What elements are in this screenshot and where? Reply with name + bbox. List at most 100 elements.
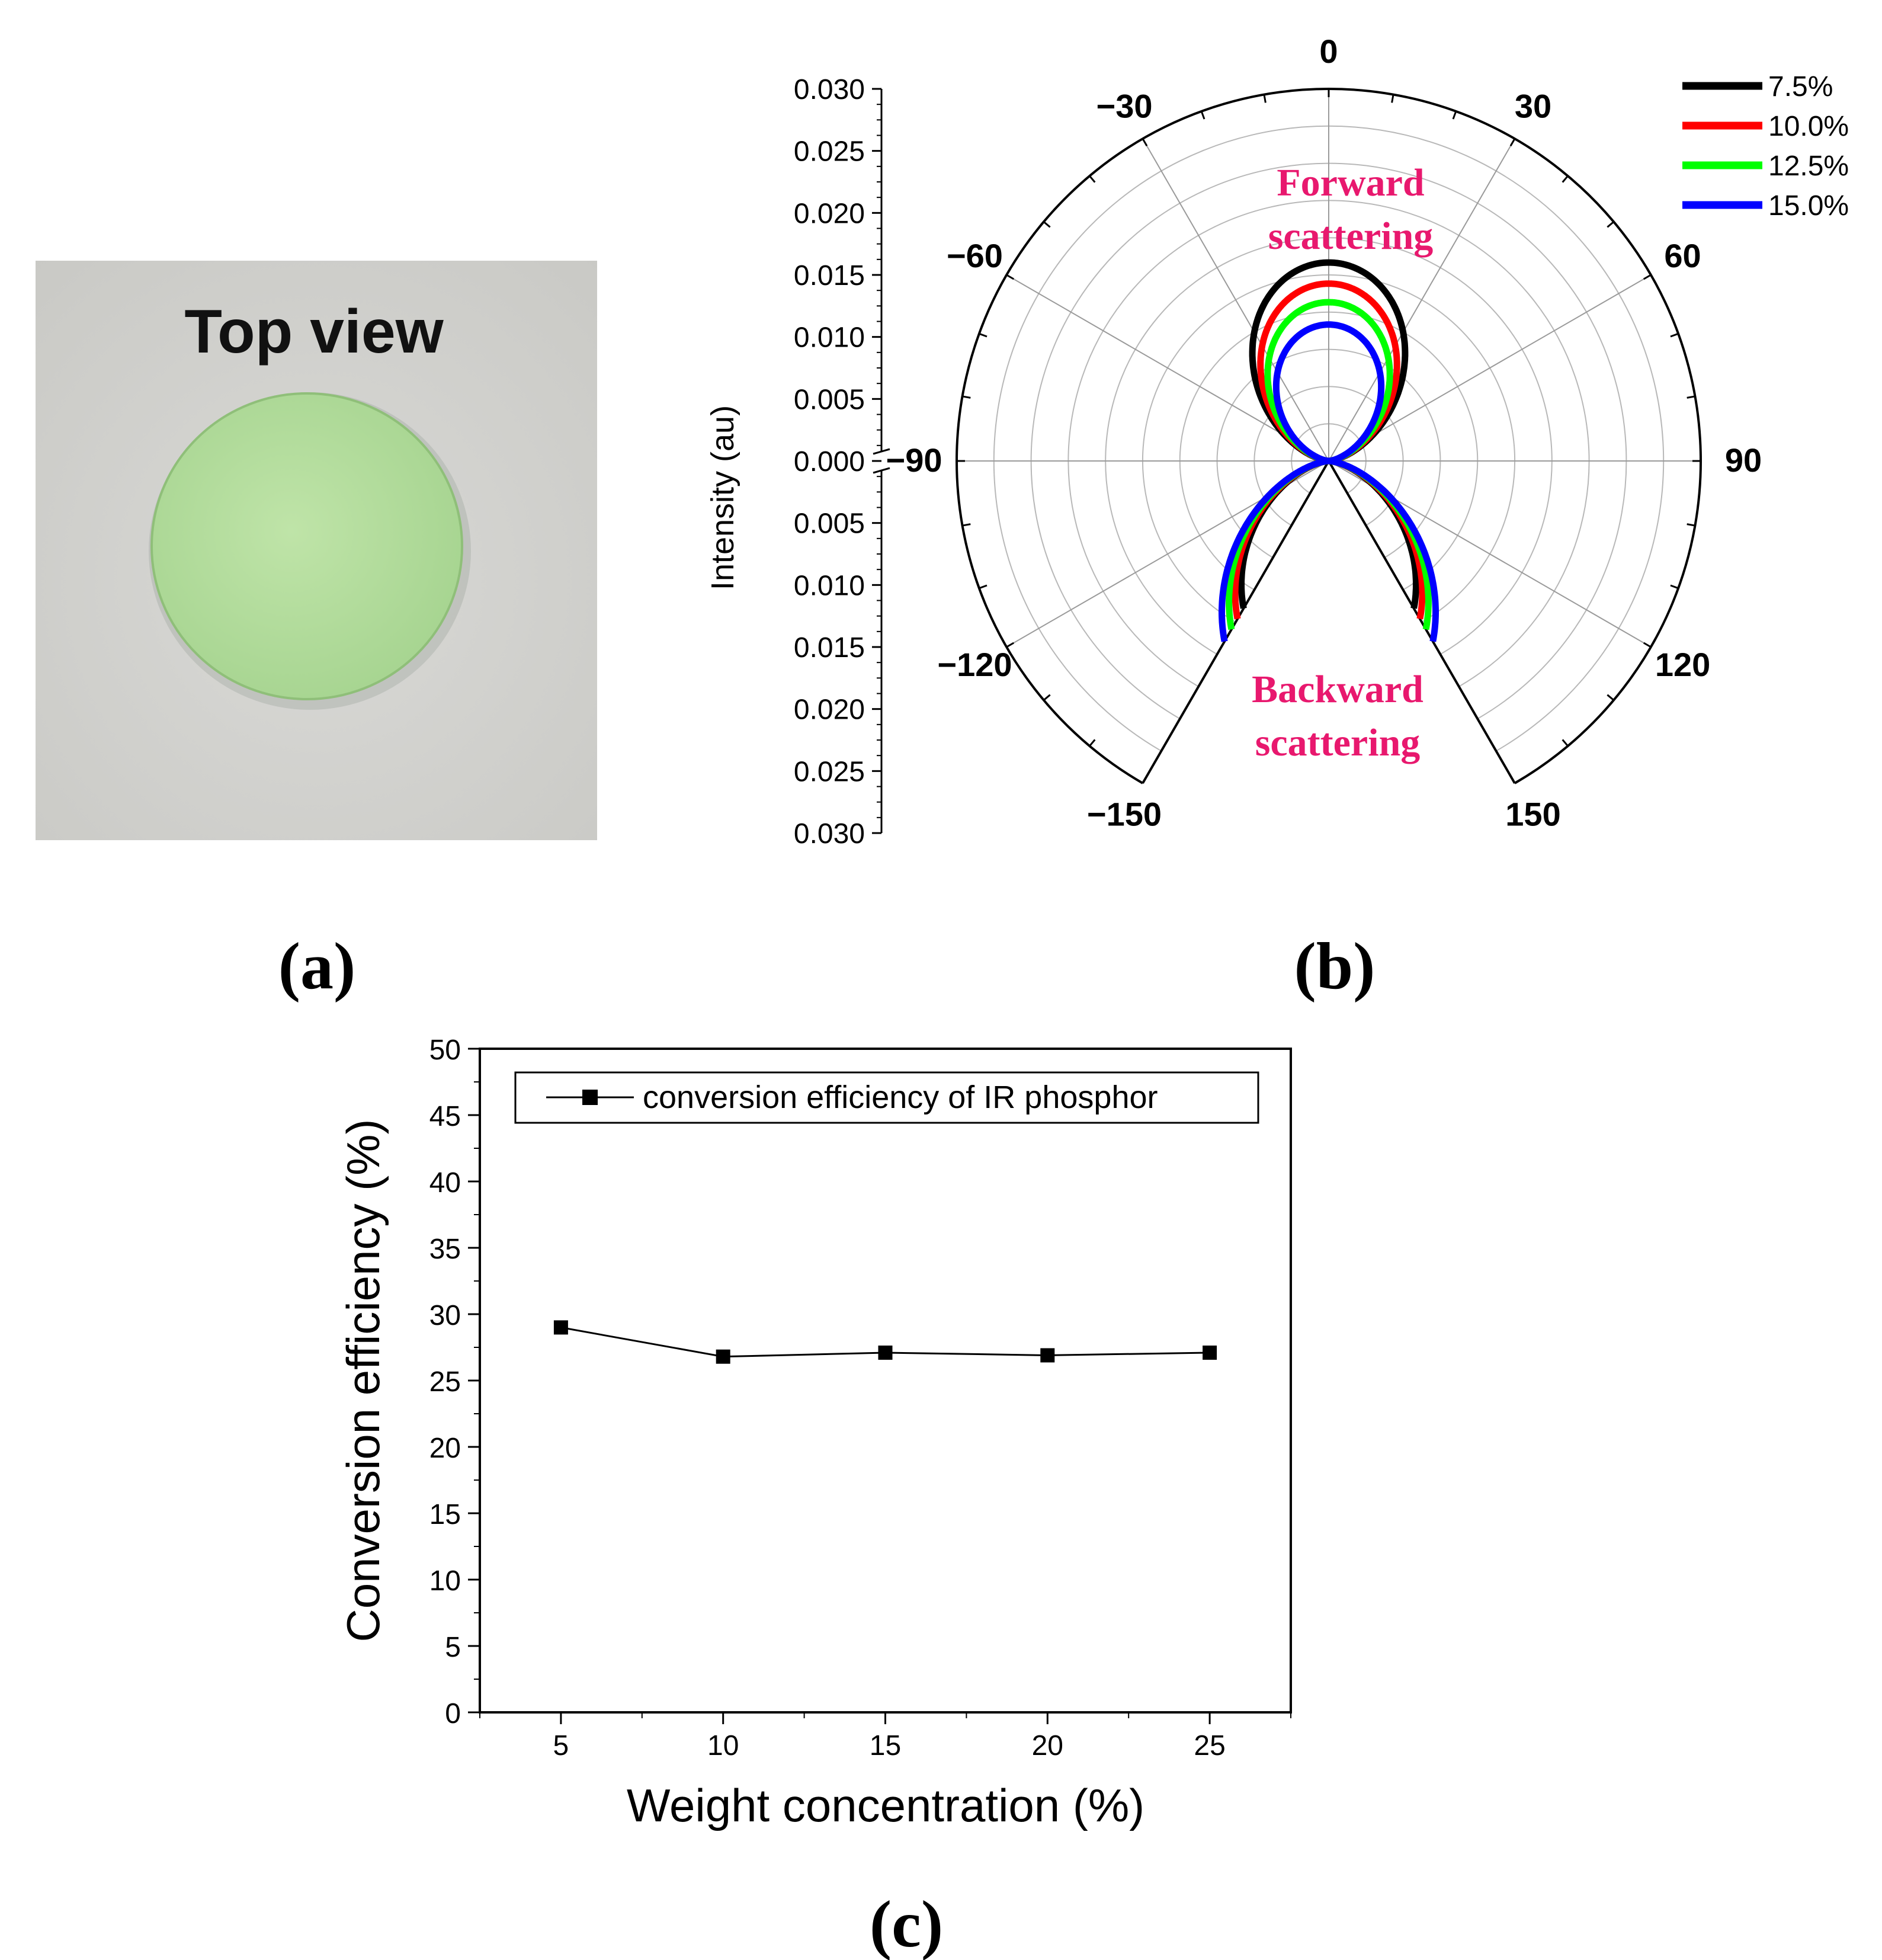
polar-spoke bbox=[1328, 274, 1652, 462]
radial-tick-label: 0.025 bbox=[794, 756, 865, 787]
forward-scattering-label-line1: Forward bbox=[1277, 161, 1424, 204]
polar-angle-tick bbox=[1006, 642, 1015, 648]
polar-angle-tick bbox=[1142, 138, 1148, 147]
y-tick-label: 30 bbox=[429, 1300, 461, 1331]
polar-legend: 7.5% 10.0% 12.5% 15.0% bbox=[1682, 71, 1849, 222]
y-tick-label: 50 bbox=[429, 1035, 461, 1066]
backward-scattering-label-line1: Backward bbox=[1252, 668, 1423, 711]
x-tick-label: 5 bbox=[553, 1730, 569, 1762]
angle-labels: 0 30 60 90 120 150 −30 −60 −90 −120 −150 bbox=[886, 33, 1762, 833]
panel-b: 0.030 0.025 0.020 0.015 0.010 0.005 0.000 0.005… bbox=[705, 33, 1849, 1003]
panel-a: Top view (a) bbox=[36, 261, 597, 1003]
polar-outer-arc bbox=[956, 87, 1702, 784]
radial-tick-label: 0.020 bbox=[794, 694, 865, 726]
x-tick-label: 10 bbox=[707, 1730, 739, 1762]
polar-angle-tick bbox=[1089, 175, 1096, 183]
polar-angle-tick bbox=[1200, 111, 1205, 120]
polar-angle-tick bbox=[1607, 221, 1615, 228]
polar-angle-tick bbox=[1670, 332, 1679, 338]
legend-label: 10.0% bbox=[1768, 111, 1849, 142]
angle-label: 0 bbox=[1319, 33, 1338, 70]
polar-edge-line bbox=[1142, 460, 1330, 784]
polar-angle-tick bbox=[1089, 739, 1096, 747]
polar-angle-tick bbox=[1562, 175, 1569, 183]
y-tick-label: 20 bbox=[429, 1433, 461, 1464]
phosphor-disc bbox=[150, 392, 463, 700]
y-axis: 0 5 10 15 20 25 30 35 40 45 50 bbox=[429, 1035, 480, 1730]
radial-axis: 0.030 0.025 0.020 0.015 0.010 0.005 0.000 0.005… bbox=[794, 74, 890, 850]
radial-tick-label: 0.025 bbox=[794, 136, 865, 168]
polar-angle-tick bbox=[1670, 584, 1679, 590]
polar-angle-tick bbox=[1263, 94, 1267, 103]
radial-tick-label: 0.030 bbox=[794, 74, 865, 105]
polar-angle-tick bbox=[979, 584, 988, 590]
polar-angle-tick bbox=[1643, 642, 1652, 648]
legend-marker bbox=[582, 1090, 598, 1105]
radial-tick-label: 0.020 bbox=[794, 198, 865, 229]
y-tick-label: 25 bbox=[429, 1366, 461, 1398]
axis-break-mark bbox=[873, 448, 890, 455]
y-tick-label: 10 bbox=[429, 1565, 461, 1597]
panel-b-caption: (b) bbox=[1294, 930, 1376, 1003]
backward-scattering-label-line2: scattering bbox=[1255, 721, 1421, 764]
polar-angle-tick bbox=[1043, 221, 1051, 228]
polar-angle-tick bbox=[1006, 274, 1015, 280]
radial-tick-label: 0.010 bbox=[794, 570, 865, 601]
c-xlabel: Weight concentration (%) bbox=[627, 1779, 1144, 1831]
y-tick-label: 0 bbox=[445, 1698, 461, 1730]
panel-a-caption: (a) bbox=[278, 930, 356, 1003]
x-tick-label: 25 bbox=[1194, 1730, 1225, 1762]
panel-c: 0 5 10 15 20 25 30 35 40 45 50 5 10 15 20 25 conversio… bbox=[337, 1035, 1292, 1960]
x-axis: 5 10 15 20 25 bbox=[479, 1712, 1291, 1762]
data-point bbox=[716, 1349, 730, 1364]
angle-label: 120 bbox=[1655, 646, 1710, 683]
legend-label: 15.0% bbox=[1768, 190, 1849, 222]
y-tick-label: 15 bbox=[429, 1499, 461, 1530]
y-tick-label: 5 bbox=[445, 1632, 461, 1663]
polar-spoke bbox=[1142, 138, 1329, 462]
legend-label: 7.5% bbox=[1768, 71, 1833, 103]
top-view-label: Top view bbox=[184, 297, 444, 366]
radial-tick-label: 0.005 bbox=[794, 384, 865, 415]
angle-label: −60 bbox=[947, 237, 1003, 274]
radial-tick-label: 0.005 bbox=[794, 508, 865, 540]
axis-break-mark bbox=[873, 467, 890, 474]
data-point bbox=[553, 1320, 568, 1335]
plot-frame bbox=[479, 1048, 1292, 1714]
polar-angle-tick bbox=[962, 395, 971, 399]
polar-angle-tick bbox=[962, 523, 971, 527]
polar-edge-line bbox=[1328, 460, 1516, 784]
polar-spoke bbox=[1328, 138, 1515, 462]
polar-spoke bbox=[1006, 274, 1329, 462]
y-tick-label: 40 bbox=[429, 1167, 461, 1199]
angle-label: −30 bbox=[1097, 87, 1153, 124]
polar-angle-tick bbox=[1687, 523, 1695, 527]
radial-tick-label: 0.000 bbox=[794, 446, 865, 478]
radial-tick-label: 0.030 bbox=[794, 818, 865, 850]
radial-tick-label: 0.015 bbox=[794, 260, 865, 292]
forward-scattering-label-line2: scattering bbox=[1268, 214, 1434, 258]
angle-label: −150 bbox=[1087, 796, 1162, 833]
polar-angle-tick bbox=[1142, 775, 1148, 784]
legend-label: conversion efficiency of IR phosphor bbox=[643, 1080, 1158, 1115]
polar-series bbox=[1219, 259, 1439, 642]
y-tick-label: 45 bbox=[429, 1101, 461, 1132]
polar-angle-tick bbox=[979, 332, 988, 338]
polar-angle-tick bbox=[1509, 138, 1516, 147]
polar-grid bbox=[956, 87, 1702, 784]
angle-label: −120 bbox=[937, 646, 1012, 683]
panel-c-caption: (c) bbox=[870, 1888, 943, 1960]
polar-angle-tick bbox=[1607, 694, 1615, 701]
data-point bbox=[1203, 1345, 1217, 1360]
series-line bbox=[553, 1320, 1217, 1364]
angle-label: 90 bbox=[1725, 441, 1762, 479]
y-tick-label: 35 bbox=[429, 1234, 461, 1265]
polar-angle-tick bbox=[1391, 94, 1394, 103]
legend: conversion efficiency of IR phosphor bbox=[514, 1071, 1259, 1124]
angle-label: 60 bbox=[1664, 237, 1701, 274]
data-point bbox=[878, 1345, 893, 1360]
polar-angle-tick bbox=[1043, 694, 1051, 701]
c-ylabel: Conversion efficiency (%) bbox=[337, 1119, 389, 1642]
angle-label: 30 bbox=[1515, 87, 1551, 124]
